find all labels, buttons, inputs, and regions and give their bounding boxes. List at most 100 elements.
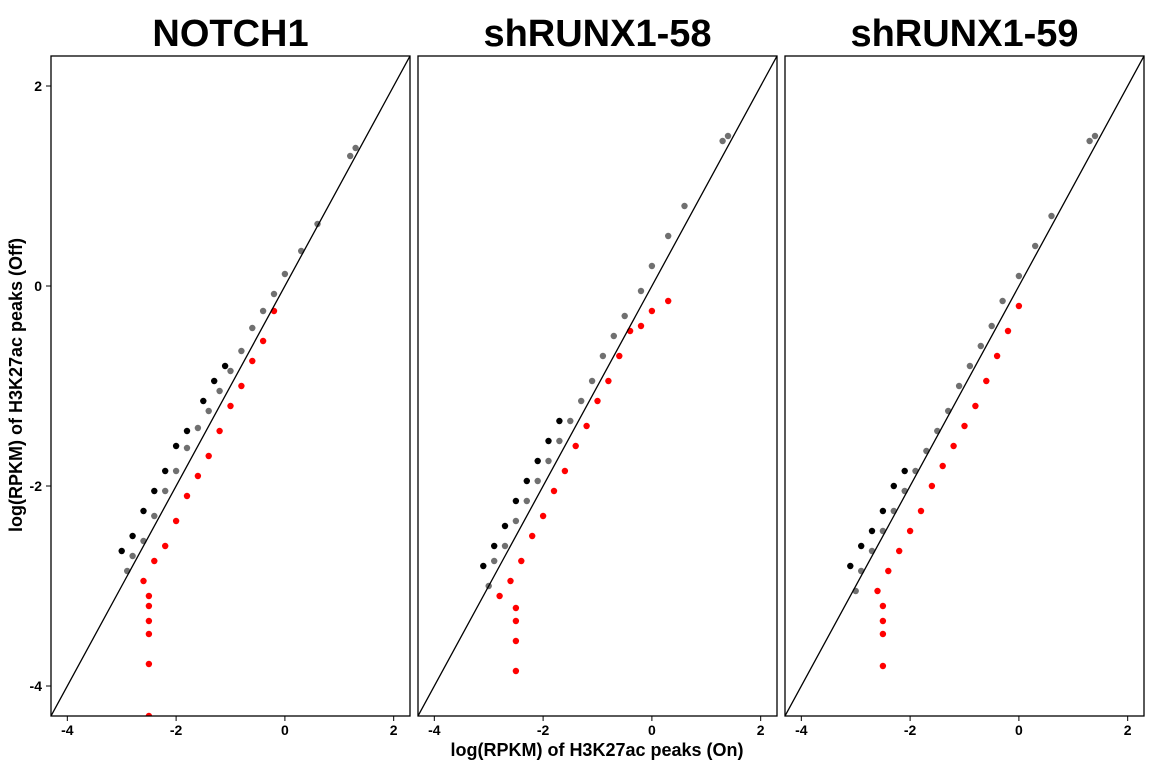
point-down [227, 402, 234, 410]
x-tick-label: 2 [1124, 722, 1132, 738]
point-unchanged [352, 144, 359, 152]
point-up [556, 417, 563, 425]
points-group [118, 144, 359, 716]
point-down [637, 322, 645, 330]
point-unchanged [501, 542, 509, 550]
point-up [534, 457, 541, 465]
panel-title: NOTCH1 [152, 13, 308, 55]
point-unchanged [151, 512, 158, 520]
y-tick-label: 0 [34, 278, 42, 294]
point-down [151, 557, 158, 565]
reference-line [785, 56, 1144, 716]
point-unchanged [162, 487, 169, 495]
point-unchanged [1091, 132, 1099, 140]
point-down [507, 577, 514, 585]
point-down [961, 422, 968, 430]
point-unchanged [534, 477, 541, 485]
point-up [858, 542, 865, 550]
point-down [665, 297, 672, 305]
point-up [890, 482, 897, 490]
point-up [200, 397, 207, 405]
point-down [561, 467, 569, 475]
point-down [249, 357, 256, 365]
point-up [545, 437, 552, 445]
point-unchanged [578, 397, 585, 405]
point-unchanged [281, 270, 289, 278]
point-unchanged [205, 407, 212, 415]
y-tick-label: 2 [34, 78, 42, 94]
x-tick-label: 0 [648, 722, 656, 738]
point-unchanged [1032, 242, 1039, 250]
x-axis-title: log(RPKM) of H3K27ac peaks (On) [450, 740, 743, 760]
point-down [983, 377, 990, 385]
point-up [501, 522, 509, 530]
point-unchanged [567, 417, 574, 425]
point-up [221, 362, 229, 370]
point-unchanged [719, 137, 726, 145]
x-tick-label: 2 [390, 722, 398, 738]
point-down [648, 307, 656, 315]
reference-line [51, 56, 410, 716]
point-unchanged [183, 444, 191, 452]
point-down [572, 442, 579, 450]
point-down [216, 427, 223, 435]
x-tick-label: -4 [428, 722, 441, 738]
point-down [594, 397, 601, 405]
point-unchanged [545, 457, 552, 465]
point-up [151, 487, 158, 495]
panel-2: shRUNX1-58 -4 -2 0 2 [417, 13, 778, 738]
point-down [550, 487, 558, 495]
point-unchanged [259, 307, 267, 315]
x-tick-label: 0 [281, 722, 289, 738]
point-unchanged [1015, 272, 1023, 280]
y-tick-label: -4 [30, 678, 43, 694]
point-unchanged [588, 377, 596, 385]
point-down [879, 617, 887, 625]
point-down [238, 382, 245, 390]
point-down [140, 577, 147, 585]
point-unchanged [491, 557, 498, 565]
point-down [183, 492, 191, 500]
point-unchanged [955, 382, 963, 390]
point-down [496, 592, 503, 600]
panel-frame [417, 55, 778, 717]
point-unchanged [988, 322, 995, 330]
point-down [172, 517, 180, 525]
point-up [183, 427, 191, 435]
point-unchanged [1086, 137, 1093, 145]
point-unchanged [648, 262, 656, 270]
points-group [847, 132, 1099, 670]
panel-1: NOTCH1 -4 -2 0 2 -4 -2 0 2 [30, 13, 411, 738]
point-down [205, 452, 212, 460]
point-unchanged [194, 424, 202, 432]
point-down [879, 602, 887, 610]
point-down [950, 442, 957, 450]
point-down [259, 337, 267, 345]
point-down [145, 712, 153, 716]
point-unchanged [966, 362, 974, 370]
point-down [145, 602, 153, 610]
point-unchanged [599, 352, 607, 360]
panel-title: shRUNX1-59 [850, 13, 1078, 55]
point-unchanged [270, 290, 278, 298]
point-unchanged [1048, 212, 1055, 220]
x-tick-label: -2 [904, 722, 917, 738]
point-down [1004, 327, 1012, 335]
x-tick-label: -4 [61, 722, 74, 738]
x-tick-label: -2 [537, 722, 550, 738]
x-tick-label: -2 [170, 722, 183, 738]
point-up [523, 477, 530, 485]
point-unchanged [724, 132, 732, 140]
point-down [939, 462, 946, 470]
panel-frame [50, 55, 411, 717]
point-up [211, 377, 218, 385]
point-down [879, 662, 887, 670]
point-up [901, 467, 908, 475]
point-unchanged [347, 152, 354, 160]
point-unchanged [238, 347, 245, 355]
point-down [1015, 302, 1023, 310]
point-down [162, 542, 169, 550]
point-up [172, 442, 180, 450]
point-up [879, 507, 887, 515]
